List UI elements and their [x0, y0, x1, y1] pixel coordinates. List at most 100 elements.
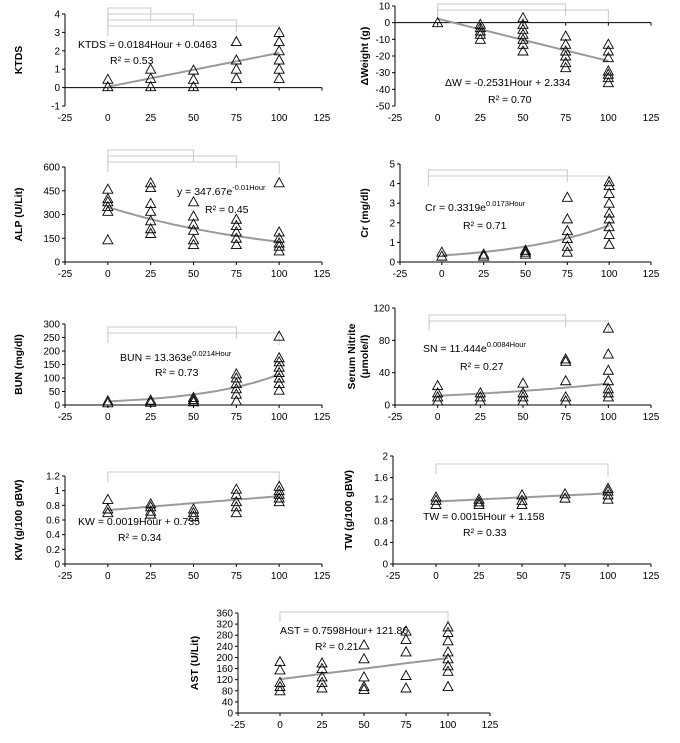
y-tick-label: 0.8: [46, 501, 60, 512]
data-point: [230, 388, 243, 399]
data-point: [474, 33, 487, 44]
y-tick-label: 2: [389, 218, 395, 229]
data-point: [431, 386, 444, 398]
data-point: [430, 494, 442, 505]
panel-weight: -50 -40 -30 -20 -10 0 10 -25 0 25 50 75 100 125 ΔWeigh…: [359, 2, 660, 125]
y-axis-label: Cr (mg/dl): [359, 188, 371, 238]
data-point: [561, 212, 574, 224]
y-tick-label: 2: [382, 452, 388, 463]
x-tick-label: 100: [271, 113, 288, 124]
data-point: [559, 487, 571, 499]
y-tick-label: 40: [222, 697, 234, 708]
data-point: [431, 379, 444, 391]
data-point: [519, 246, 532, 257]
x-tick-label: -25: [388, 113, 403, 124]
data-point: [561, 240, 574, 251]
data-point: [477, 248, 490, 259]
y-tick-label: 3: [54, 28, 60, 39]
data-point: [602, 485, 614, 496]
x-tick-label: -25: [58, 571, 73, 582]
y-tick-label: 0: [389, 258, 395, 269]
data-point: [102, 73, 114, 84]
data-point: [144, 214, 157, 226]
x-tick-label: 100: [271, 412, 288, 423]
y-tick-label: 150: [43, 360, 60, 371]
data-point: [358, 639, 370, 650]
data-point: [561, 246, 574, 257]
data-point: [602, 38, 615, 49]
data-point: [603, 212, 615, 224]
x-tick-label: 125: [643, 113, 660, 124]
significance-bracket: [437, 9, 609, 22]
data-point: [473, 493, 485, 504]
data-point: [602, 374, 615, 386]
y-axis-label: ALP (U/Lit): [13, 187, 25, 241]
data-point: [517, 38, 529, 49]
significance-bracket: [107, 332, 280, 345]
trend-equation-exponent: 0.0173Hour: [486, 199, 526, 208]
trend-equation: AST = 0.7598Hour+ 121.86: [280, 625, 408, 637]
data-point: [559, 45, 572, 56]
data-point: [602, 382, 615, 394]
trend-line: [437, 382, 609, 397]
y-axis-label: AST (U/Lit): [189, 636, 201, 690]
x-tick-label: 0: [439, 269, 445, 280]
data-point: [603, 187, 615, 198]
data-point: [230, 500, 243, 512]
data-point: [473, 495, 485, 507]
trend-equation: y = 347.67e-0.01Hour: [177, 183, 266, 198]
trend-equation: ΔW = -0.2531Hour + 2.334: [445, 77, 571, 89]
data-point: [274, 655, 286, 667]
data-point: [187, 391, 200, 402]
x-tick-label: 0: [105, 113, 111, 124]
data-point: [602, 65, 615, 76]
y-tick-label: 200: [43, 347, 60, 358]
x-tick-label: 50: [517, 412, 529, 423]
data-point: [431, 16, 444, 28]
data-point: [187, 73, 200, 84]
data-point: [230, 395, 243, 406]
trend-equation: TW = 0.0015Hour + 1.158: [423, 511, 545, 523]
x-tick-label: 75: [231, 269, 243, 280]
data-point: [144, 500, 157, 512]
x-tick-label: 25: [475, 412, 487, 423]
y-tick-label: 3: [389, 199, 395, 210]
data-point: [561, 232, 574, 243]
data-point: [477, 250, 490, 261]
data-point: [559, 355, 572, 366]
y-tick-label: 4: [54, 10, 60, 21]
data-point: [442, 634, 454, 646]
y-tick-label: -40: [376, 85, 391, 96]
data-point: [273, 44, 285, 56]
significance-bracket: [428, 320, 609, 333]
y-tick-label: 200: [216, 653, 233, 664]
y-tick-label: 320: [216, 620, 233, 631]
data-point: [517, 386, 529, 398]
data-point: [273, 492, 285, 503]
data-point: [358, 652, 370, 664]
data-point: [102, 183, 114, 194]
data-point: [273, 232, 285, 243]
y-tick-label: 360: [216, 609, 233, 620]
data-point: [474, 395, 487, 406]
y-tick-label: -20: [376, 52, 391, 63]
data-point: [144, 205, 157, 216]
data-point: [187, 506, 200, 518]
data-point: [144, 176, 157, 188]
significance-bracket: [107, 161, 280, 174]
y-tick-label: 1: [54, 65, 60, 76]
x-tick-label: -25: [231, 720, 246, 731]
y-tick-label: 40: [379, 368, 391, 379]
x-tick-label: 100: [271, 269, 288, 280]
data-point: [316, 657, 328, 668]
y-tick-label: 100: [43, 374, 60, 385]
data-point: [187, 233, 200, 245]
data-point: [602, 71, 615, 83]
data-point: [442, 645, 454, 657]
data-point: [273, 480, 285, 491]
